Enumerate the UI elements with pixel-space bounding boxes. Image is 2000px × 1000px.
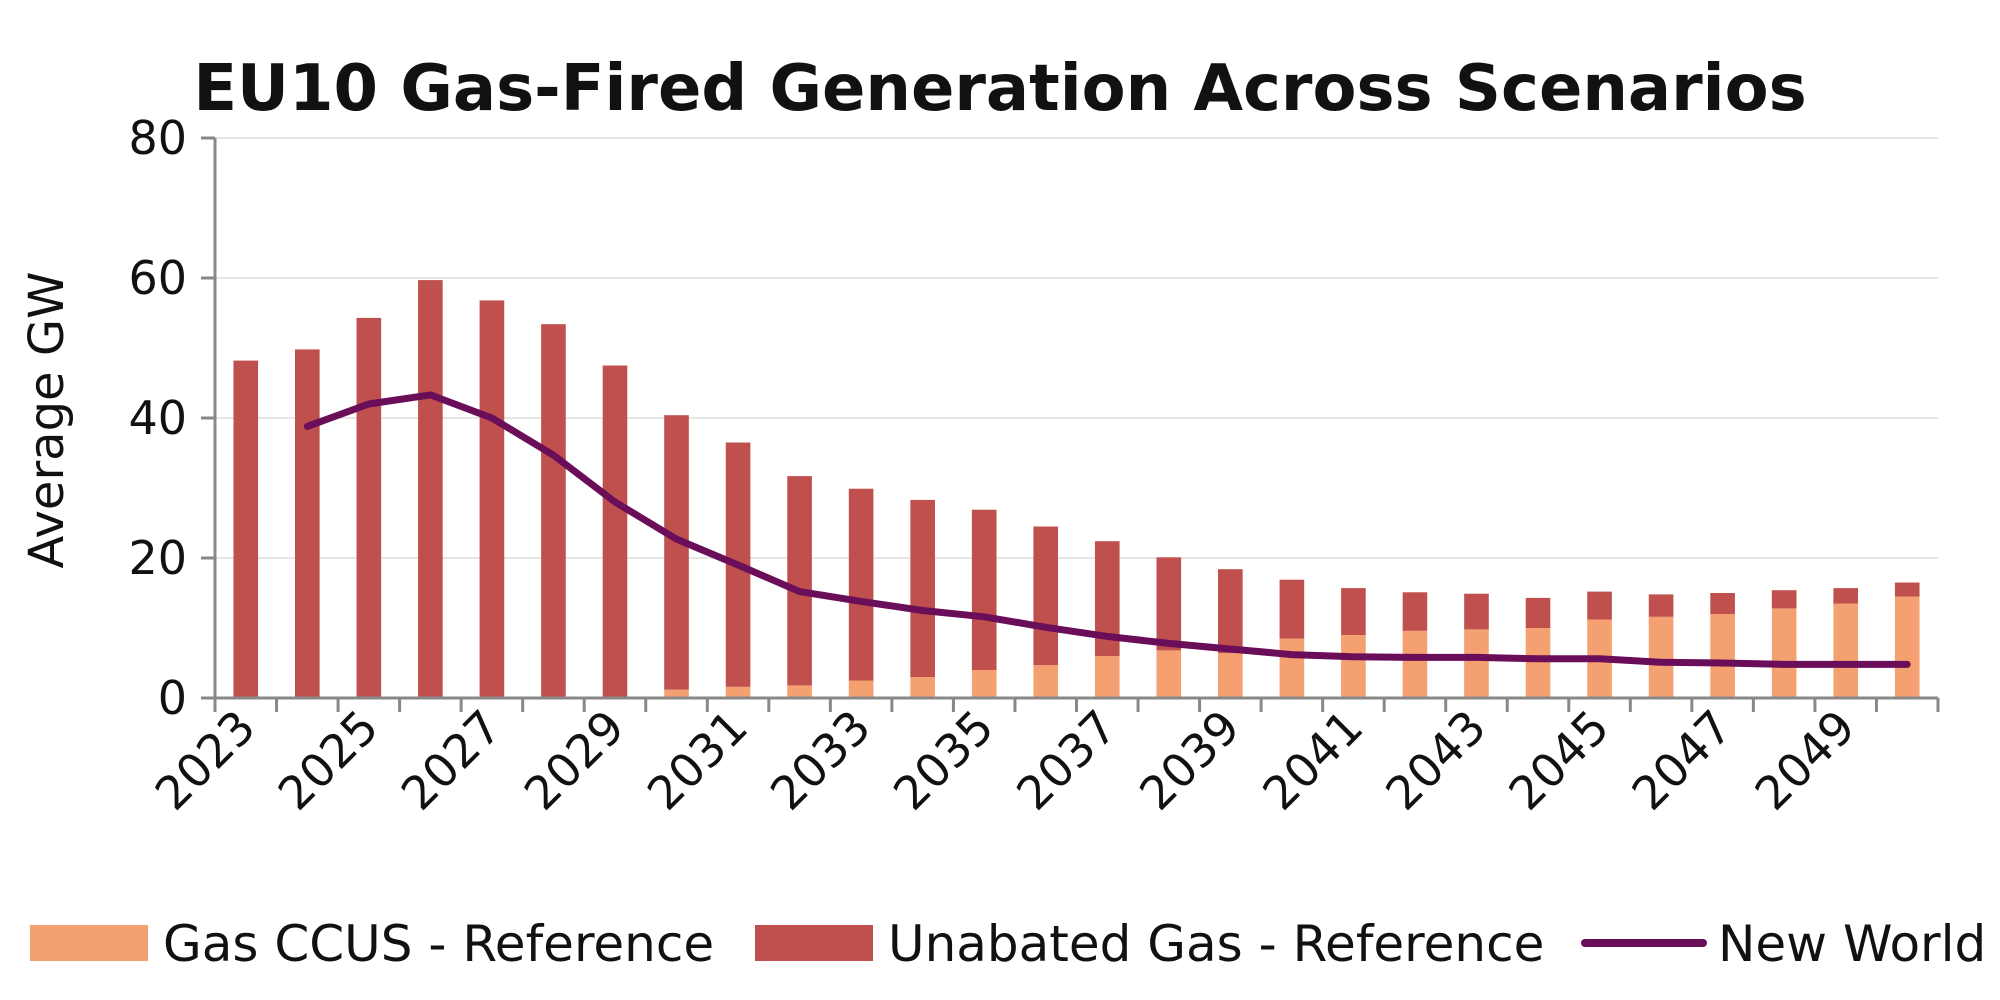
bar-unabated-gas: [1402, 592, 1428, 631]
bar-gas-ccus: [1156, 650, 1182, 698]
x-tick-label: 2043: [1375, 700, 1496, 821]
legend-gas-ccus-label: Gas CCUS - Reference: [163, 915, 714, 973]
x-tick-label: 2041: [1252, 700, 1373, 821]
legend-gas-ccus-swatch: [30, 925, 148, 961]
bar-gas-ccus: [848, 680, 874, 698]
bar-unabated-gas: [294, 349, 320, 698]
legend-unabated-gas-swatch: [755, 925, 873, 961]
bar-unabated-gas: [1833, 588, 1859, 604]
bar-unabated-gas: [1525, 597, 1551, 628]
bar-gas-ccus: [664, 689, 689, 698]
line-layer: [303, 391, 1911, 668]
bar-gas-ccus: [971, 670, 997, 698]
x-tick-label: 2047: [1621, 700, 1742, 821]
bar-unabated-gas: [1771, 590, 1797, 609]
legend-new-world-label: New World: [1718, 915, 1986, 973]
x-tick-label: 2029: [514, 700, 635, 821]
bar-unabated-gas: [356, 317, 382, 698]
x-tick-label: 2025: [268, 700, 389, 821]
bar-unabated-gas: [1648, 594, 1674, 617]
bar-unabated-gas: [479, 300, 505, 698]
bar-unabated-gas: [787, 476, 812, 686]
bar-unabated-gas: [971, 509, 997, 670]
bar-gas-ccus: [1648, 616, 1674, 698]
bar-unabated-gas: [1341, 588, 1366, 635]
axes: [201, 136, 1940, 712]
bar-gas-ccus: [1279, 638, 1305, 698]
bar-unabated-gas: [1218, 569, 1243, 654]
bar-unabated-gas: [1279, 579, 1305, 639]
bar-unabated-gas: [541, 324, 566, 698]
y-tick-label: 40: [128, 391, 187, 445]
bar-unabated-gas: [233, 360, 259, 698]
bar-gas-ccus: [787, 685, 812, 698]
bar-gas-ccus: [1341, 635, 1366, 698]
bar-gas-ccus: [1464, 629, 1489, 698]
bar-unabated-gas: [1033, 526, 1059, 666]
y-axis-label: Average GW: [19, 271, 75, 568]
bar-unabated-gas: [1894, 582, 1920, 597]
x-tick-label: 2039: [1129, 700, 1250, 821]
y-tick-label: 20: [128, 531, 187, 585]
x-tick-label: 2037: [1006, 700, 1127, 821]
line-new-world: [303, 391, 1911, 668]
x-tick-label: 2033: [760, 700, 881, 821]
bar-unabated-gas: [418, 280, 443, 698]
bars: [233, 280, 1920, 698]
bar-unabated-gas: [1464, 593, 1489, 630]
y-tick-labels: 0 20 40 60 80: [128, 111, 187, 725]
legend: Gas CCUS - Reference Unabated Gas - Refer…: [30, 915, 1986, 973]
x-tick-labels: 2023 2025 2027 2029 2031 2033 2035 2037 2039 2041…: [145, 700, 1866, 821]
bar-gas-ccus: [1218, 653, 1243, 698]
bar-gas-ccus: [1833, 603, 1859, 698]
chart-title: EU10 Gas-Fired Generation Across Scenari…: [193, 52, 1806, 126]
x-tick-label: 2049: [1745, 700, 1866, 821]
bar-gas-ccus: [1771, 608, 1797, 698]
bar-unabated-gas: [1710, 593, 1735, 614]
bar-gas-ccus: [1094, 656, 1120, 698]
bar-gas-ccus: [725, 686, 751, 698]
x-tick-label: 2031: [637, 700, 758, 821]
bar-unabated-gas: [1587, 591, 1612, 620]
x-tick-label: 2045: [1498, 700, 1619, 821]
legend-unabated-gas-label: Unabated Gas - Reference: [888, 915, 1544, 973]
bar-gas-ccus: [1710, 614, 1735, 698]
gridlines: [215, 137, 1938, 559]
bar-gas-ccus: [1525, 628, 1551, 698]
x-tick-label: 2035: [883, 700, 1004, 821]
y-tick-label: 0: [158, 671, 187, 725]
bar-unabated-gas: [664, 415, 689, 690]
x-tick-label: 2027: [391, 700, 512, 821]
y-tick-label: 60: [128, 251, 187, 305]
bar-gas-ccus: [1033, 665, 1059, 698]
bar-unabated-gas: [848, 488, 874, 681]
y-tick-label: 80: [128, 111, 187, 165]
bar-unabated-gas: [1156, 557, 1182, 651]
bar-gas-ccus: [1894, 596, 1920, 698]
bar-gas-ccus: [1402, 630, 1428, 698]
bar-unabated-gas: [602, 365, 628, 698]
bar-gas-ccus: [910, 677, 935, 698]
bar-unabated-gas: [910, 499, 935, 677]
